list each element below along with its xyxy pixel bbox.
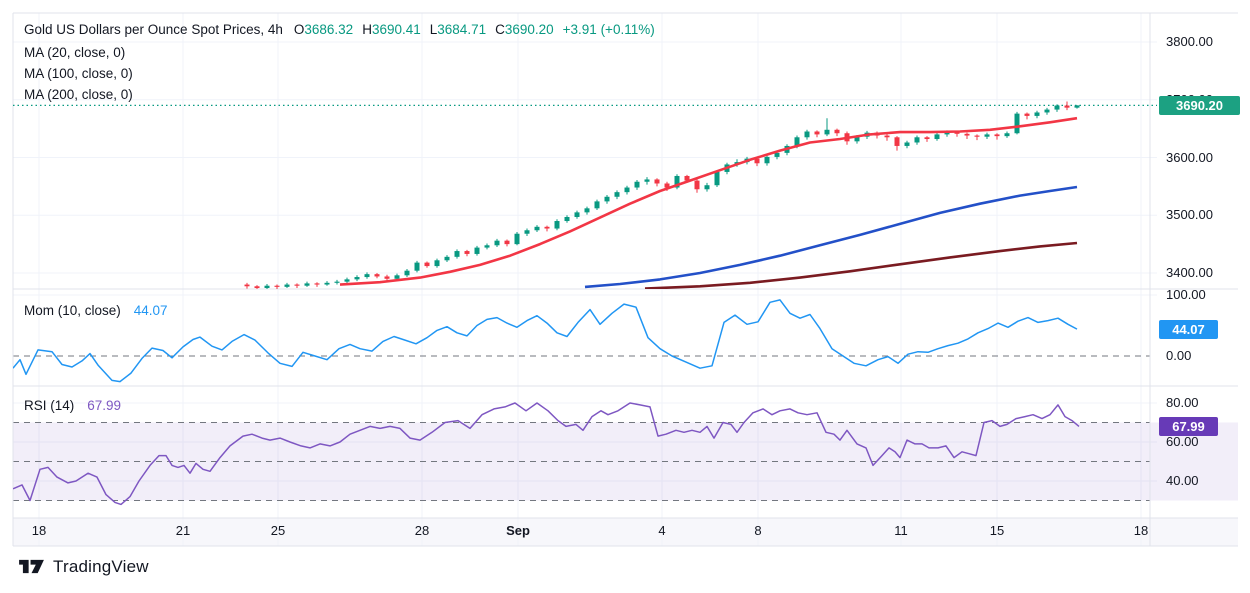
time-axis-strip[interactable] [13,518,1238,546]
ma200-line [644,241,1078,289]
ma100-line [584,185,1078,289]
ma20-line [339,116,1078,286]
momentum-line [13,299,1078,383]
candles-series [244,101,1080,289]
rsi-line [13,402,1080,506]
